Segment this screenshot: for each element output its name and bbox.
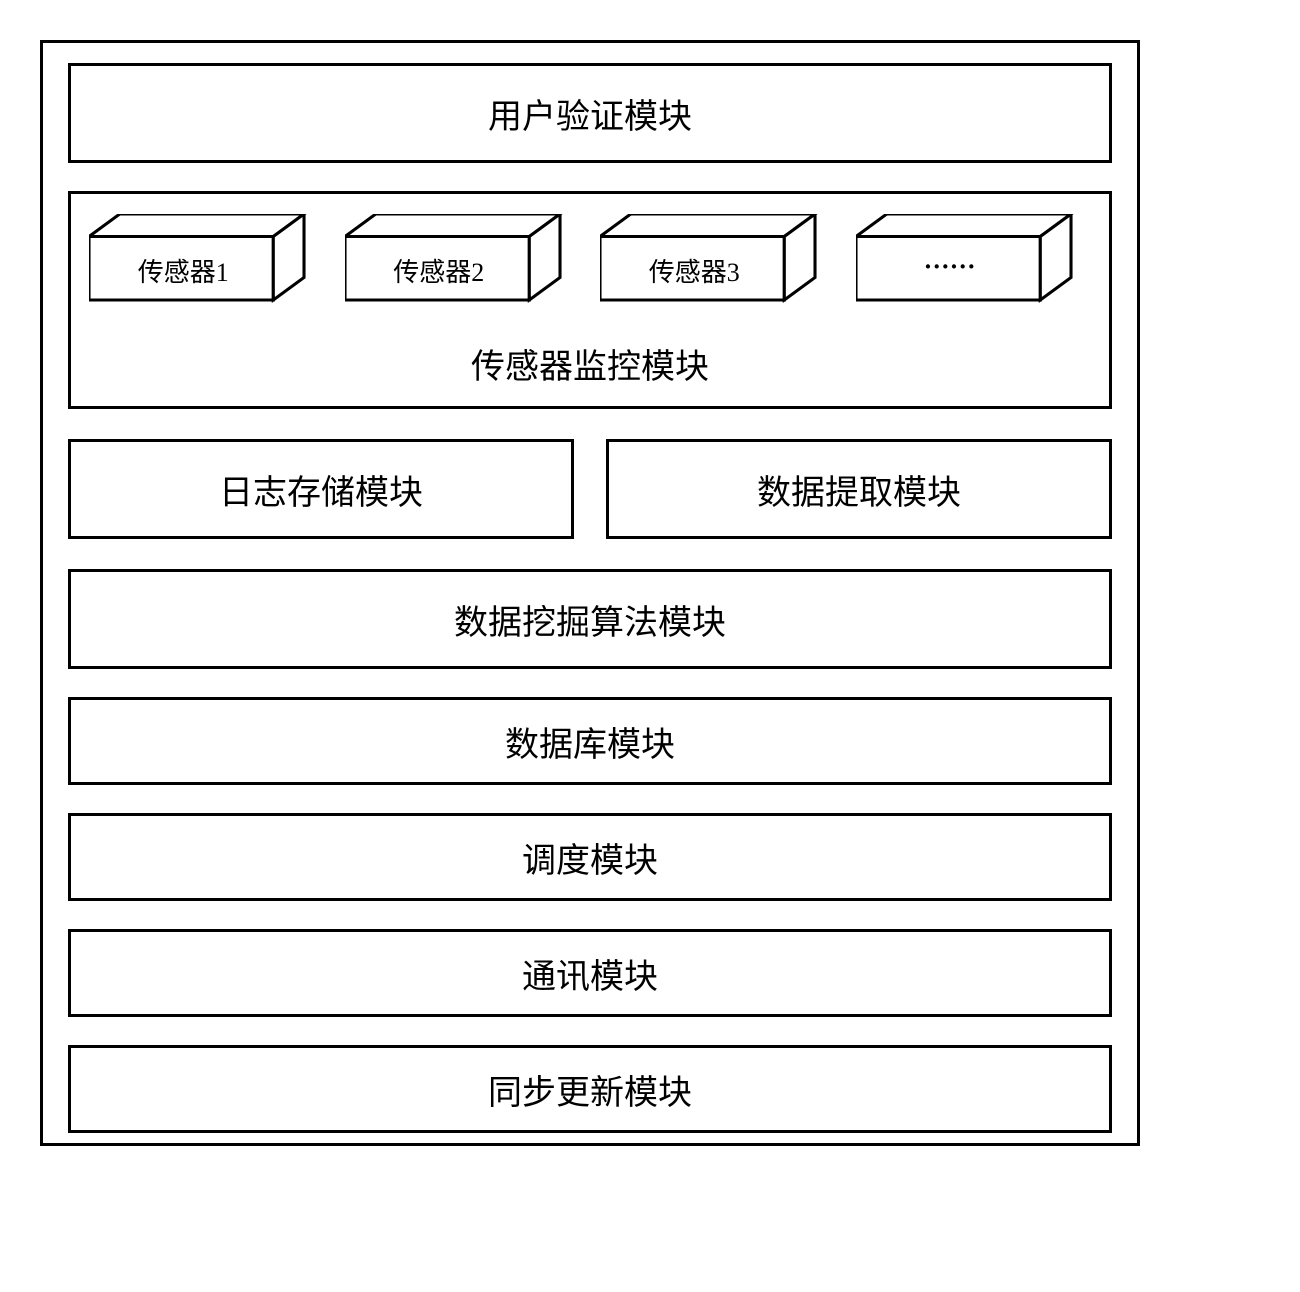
sensor-cube-3: 传感器3 — [600, 214, 836, 311]
sensor-3-label: 传感器3 — [600, 252, 788, 289]
sensor-more-label: ······ — [856, 252, 1044, 282]
data-extract-module: 数据提取模块 — [606, 439, 1112, 539]
user-auth-label: 用户验证模块 — [488, 89, 692, 138]
data-extract-label: 数据提取模块 — [757, 465, 961, 514]
sync-update-label: 同步更新模块 — [488, 1065, 692, 1114]
sensor-1-label: 传感器1 — [89, 252, 277, 289]
communication-module: 通讯模块 — [68, 929, 1112, 1017]
sensor-2-label: 传感器2 — [345, 252, 533, 289]
data-mining-label: 数据挖掘算法模块 — [454, 595, 726, 644]
sensor-row: 传感器1 传感器2 传感器3 — [89, 214, 1091, 311]
database-module: 数据库模块 — [68, 697, 1112, 785]
data-mining-module: 数据挖掘算法模块 — [68, 569, 1112, 669]
sync-update-module: 同步更新模块 — [68, 1045, 1112, 1133]
diagram-container: 用户验证模块 传感器1 传感器2 — [40, 40, 1140, 1146]
log-storage-module: 日志存储模块 — [68, 439, 574, 539]
user-auth-module: 用户验证模块 — [68, 63, 1112, 163]
two-col-row: 日志存储模块 数据提取模块 — [68, 439, 1112, 539]
scheduler-label: 调度模块 — [522, 833, 658, 882]
scheduler-module: 调度模块 — [68, 813, 1112, 901]
communication-label: 通讯模块 — [522, 949, 658, 998]
log-storage-label: 日志存储模块 — [219, 465, 423, 514]
sensor-monitor-label: 传感器监控模块 — [89, 339, 1091, 388]
database-label: 数据库模块 — [505, 717, 675, 766]
sensor-cube-2: 传感器2 — [345, 214, 581, 311]
sensor-cube-more: ······ — [856, 214, 1092, 311]
sensor-cube-1: 传感器1 — [89, 214, 325, 311]
sensor-monitor-module: 传感器1 传感器2 传感器3 — [68, 191, 1112, 409]
